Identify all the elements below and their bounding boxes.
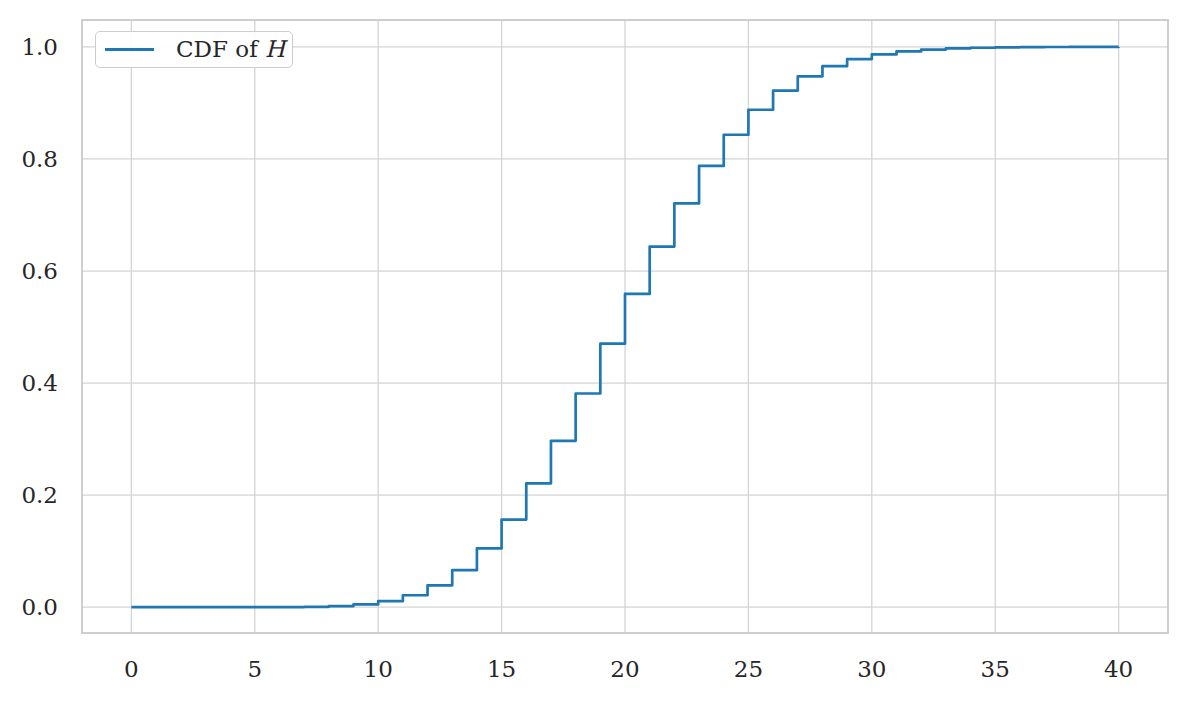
- x-tick-label: 15: [487, 656, 516, 682]
- y-tick-label: 0.4: [21, 370, 58, 396]
- y-tick-label: 0.8: [21, 146, 58, 172]
- x-tick-label: 0: [124, 656, 139, 682]
- y-tick-label: 0.6: [21, 258, 58, 284]
- y-tick-label: 0.2: [21, 482, 58, 508]
- y-tick-label: 1.0: [21, 34, 58, 60]
- y-tick-label: 0.0: [21, 594, 58, 620]
- x-tick-label: 20: [610, 656, 639, 682]
- cdf-chart-figure: 0 5 10 15 20 25 30 35 40 0.0 0.2 0.4 0.6 0.8 1.0 CDF o…: [0, 0, 1186, 702]
- x-tick-label: 25: [734, 656, 763, 682]
- x-tick-label: 35: [981, 656, 1010, 682]
- legend-variable: H: [265, 36, 285, 62]
- x-tick-label: 5: [247, 656, 262, 682]
- x-tick-label: 30: [857, 656, 886, 682]
- legend-label: CDF of H: [176, 38, 285, 61]
- legend-line-sample: [105, 48, 154, 51]
- x-tick-label: 10: [364, 656, 393, 682]
- legend: CDF of H: [95, 31, 293, 68]
- legend-label-prefix: CDF of: [176, 36, 265, 62]
- plot-canvas: 0 5 10 15 20 25 30 35 40 0.0 0.2 0.4 0.6 0.8 1.0: [0, 0, 1186, 702]
- x-tick-label: 40: [1104, 656, 1133, 682]
